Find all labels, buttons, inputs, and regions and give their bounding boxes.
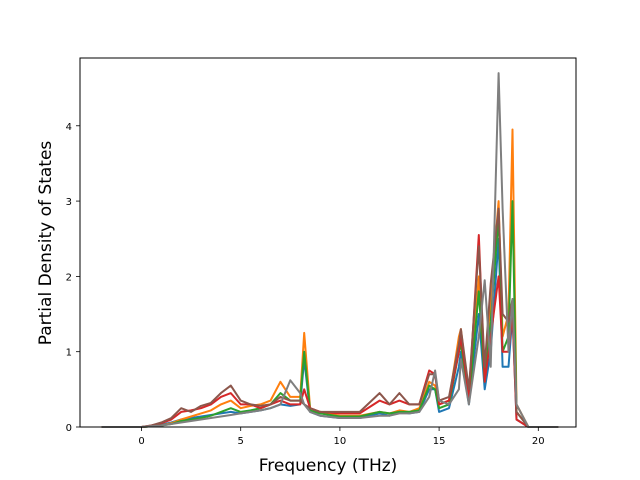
pdos-series-6 [101, 72, 559, 428]
y-tick-label: 2 [66, 272, 72, 283]
y-tick-label: 4 [66, 122, 72, 133]
x-tick-label: 0 [138, 436, 144, 447]
x-tick-label: 5 [238, 436, 244, 447]
plot-series-group [101, 72, 559, 428]
plot-frame [79, 57, 577, 428]
y-tick-label: 3 [66, 197, 72, 208]
x-tick-label: 15 [433, 436, 446, 447]
y-axis-title: Partial Density of States [36, 141, 56, 346]
y-tick-label: 0 [66, 423, 72, 434]
x-tick-label: 10 [334, 436, 347, 447]
y-axis: 0 1 2 3 4 [66, 122, 80, 434]
x-axis-title: Frequency (THz) [259, 456, 398, 476]
y-tick-label: 1 [66, 348, 72, 359]
x-axis: 0 5 10 15 20 [138, 427, 545, 447]
x-tick-label: 20 [532, 436, 545, 447]
